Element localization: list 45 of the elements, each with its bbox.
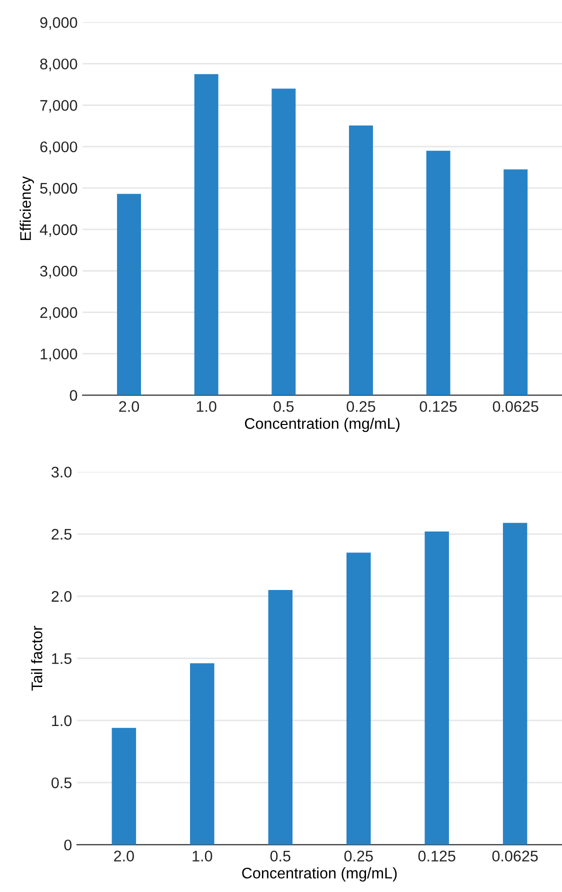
y-tick-label: 2.5 — [52, 528, 72, 540]
bar — [112, 728, 136, 845]
y-tick-label: 1.5 — [52, 653, 72, 664]
bar — [504, 169, 528, 396]
y-tick-label: 2.0 — [52, 591, 72, 602]
bar — [117, 194, 141, 396]
y-tick-label: 0.5 — [51, 777, 72, 788]
x-axis-title: Concentration (mg/mL) — [244, 418, 400, 432]
bar — [194, 74, 218, 396]
x-tick-label: 1.0 — [196, 401, 216, 412]
x-tick-label: 0.25 — [344, 850, 373, 862]
bar — [272, 88, 296, 396]
y-tick-label: 8,000 — [40, 58, 78, 72]
x-tick-label: 2.0 — [119, 401, 140, 412]
bar — [426, 150, 450, 396]
x-tick-label: 0.125 — [418, 850, 456, 862]
y-tick-label: 3.0 — [51, 466, 72, 478]
y-tick-label: 4,000 — [40, 224, 78, 237]
y-tick-label: 1.0 — [52, 715, 72, 726]
y-axis-title: Tail factor — [31, 626, 42, 691]
bar — [348, 125, 373, 396]
y-tick-label: 0 — [70, 390, 78, 401]
y-tick-label: 1,000 — [40, 348, 78, 362]
x-tick-label: 0.0625 — [492, 401, 538, 412]
x-tick-label: 0.125 — [420, 401, 457, 412]
bar — [190, 663, 214, 845]
bar — [502, 522, 528, 845]
y-tick-label: 3,000 — [40, 266, 78, 278]
y-tick-label: 9,000 — [40, 17, 78, 30]
x-tick-label: 2.0 — [114, 850, 134, 862]
y-tick-label: 2,000 — [40, 307, 78, 320]
bar — [424, 532, 449, 845]
x-tick-label: 0.5 — [270, 850, 290, 862]
y-axis-title: Efficiency — [20, 176, 34, 240]
x-tick-label: 1.0 — [192, 850, 212, 862]
y-tick-label: 5,000 — [40, 182, 78, 196]
y-tick-label: 6,000 — [40, 141, 78, 154]
y-tick-label: 0 — [64, 840, 72, 850]
x-axis-title: Concentration (mg/mL) — [242, 867, 397, 882]
y-tick-label: 7,000 — [40, 100, 78, 113]
x-tick-label: 0.25 — [346, 401, 376, 412]
x-tick-label: 0.0625 — [492, 850, 538, 862]
x-tick-label: 0.5 — [274, 401, 294, 412]
bar — [346, 552, 371, 845]
bar — [268, 590, 293, 845]
